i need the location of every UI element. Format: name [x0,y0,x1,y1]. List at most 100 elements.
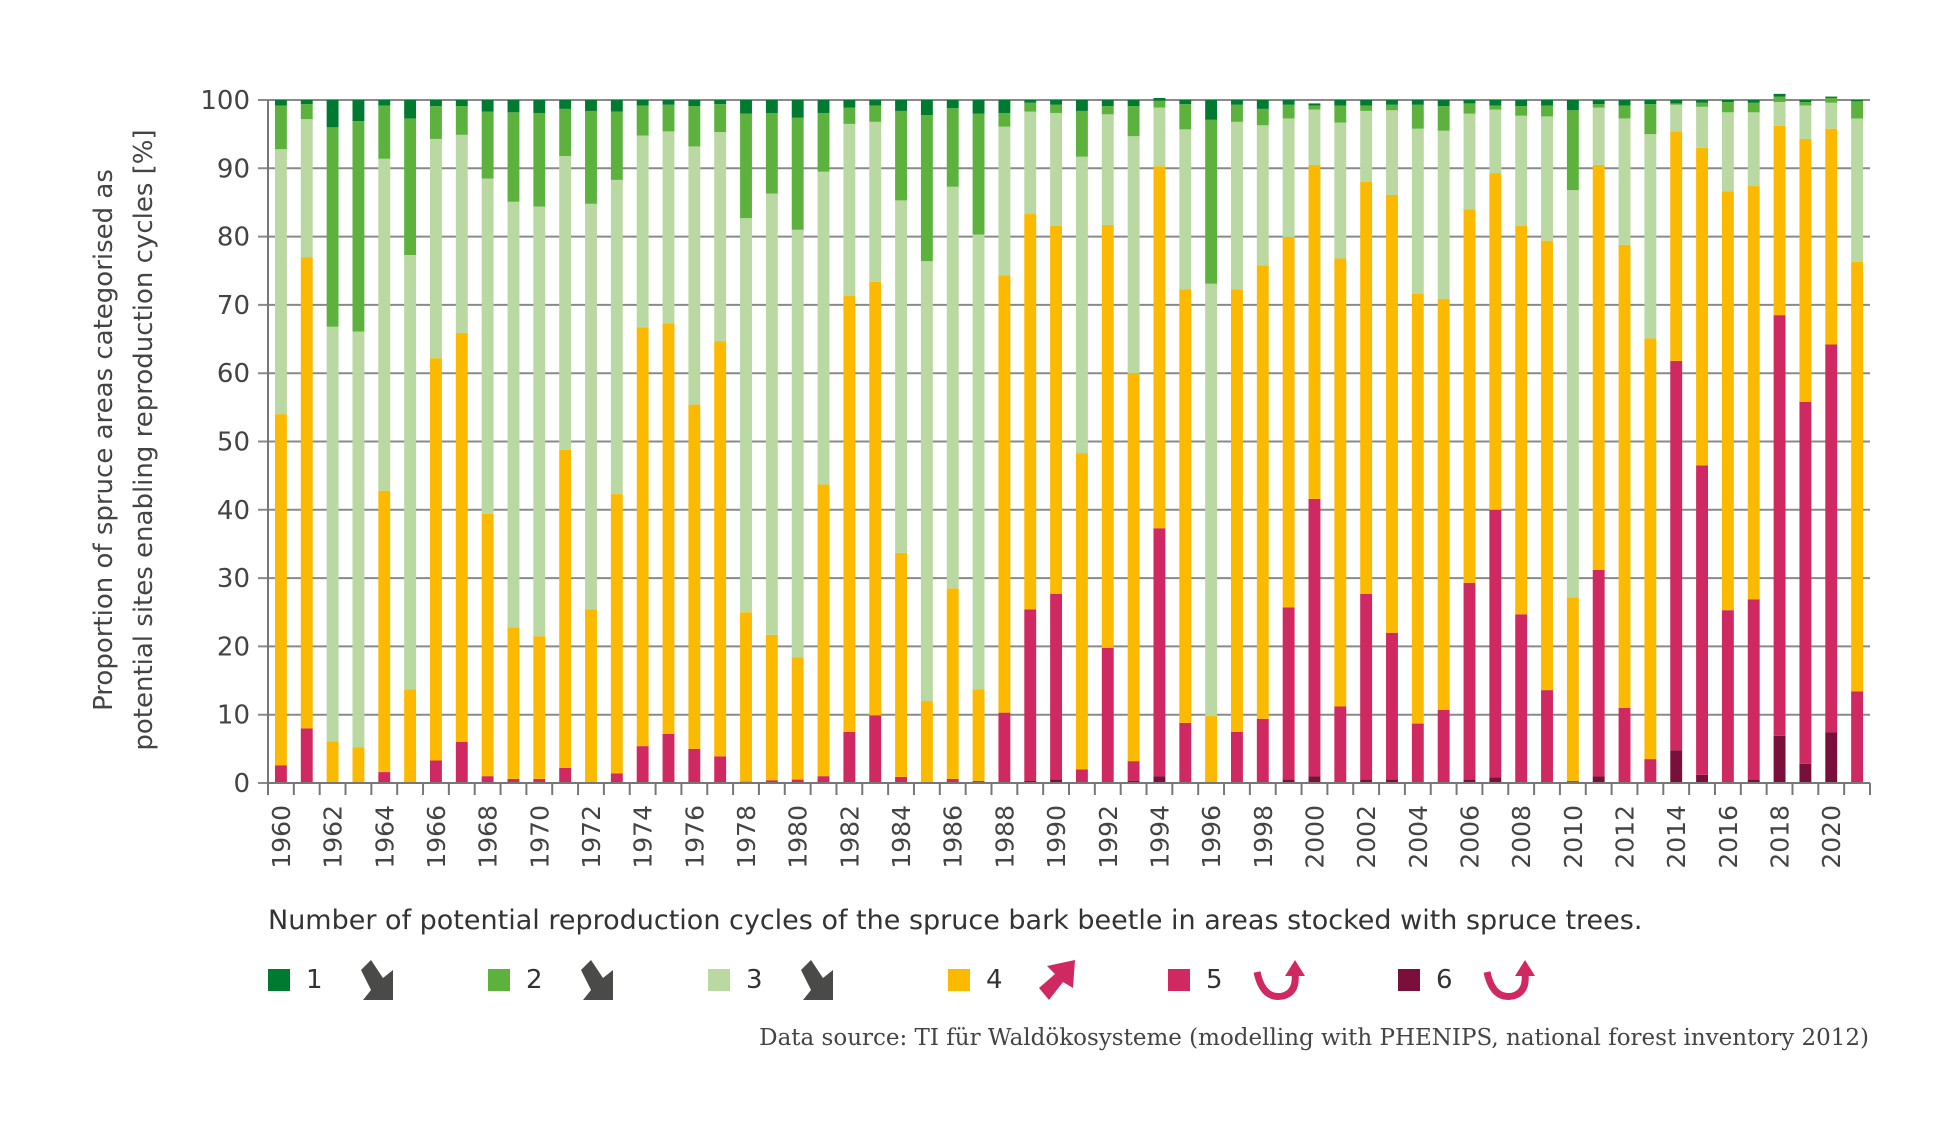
bar-segment-1984-class-2 [895,110,907,201]
bar-segment-1980-class-1 [791,100,804,118]
bar-segment-2008-class-5 [1515,614,1528,783]
bar-segment-2007-class-4 [1489,173,1502,510]
bar-segment-1974-class-4 [636,327,649,747]
bar-segment-1983-class-1 [869,100,882,106]
x-tick-label: 1994 [1145,805,1174,869]
y-tick-label: 80 [217,223,250,253]
bar-segment-2019-class-5 [1799,401,1812,764]
bar-segment-2007-class-6 [1489,777,1502,783]
bar-segment-1974-class-5 [636,746,649,783]
bar-segment-1988-class-2 [998,112,1011,127]
legend-swatch [1398,969,1420,991]
bar-segment-2002-class-6 [1360,779,1373,783]
bar-segment-1992-class-2 [1101,106,1114,115]
y-axis-label-line2: potential sites enabling reproduction cy… [129,129,159,750]
bar-segment-1967-class-2 [455,106,468,135]
bar-segment-2011-class-4 [1592,164,1605,570]
bar-segment-2004-class-2 [1411,104,1424,129]
bar-segment-2010-class-4 [1566,597,1579,781]
bar-segment-2004-class-1 [1411,100,1424,105]
x-tick-label: 2000 [1300,805,1329,869]
x-tick-label: 2020 [1817,805,1846,869]
arrow-up-right-icon [1038,960,1075,1000]
bar-segment-1989-class-1 [1024,100,1037,103]
bar-segment-2002-class-2 [1360,105,1373,111]
bar-segment-1979-class-2 [765,112,778,194]
bar-segment-1978-class-2 [740,113,752,219]
bar-segment-1966-class-1 [430,100,442,107]
bar-segment-1998-class-4 [1256,265,1269,719]
legend-label: 4 [986,965,1003,995]
bar-segment-2011-class-3 [1592,107,1605,165]
bar-segment-1991-class-5 [1075,769,1088,783]
y-axis-label-line1: Proportion of spruce areas categorised a… [89,169,119,711]
bar-segment-2019-class-6 [1799,763,1812,783]
bar-segment-2003-class-5 [1386,632,1398,780]
bar-segment-1987-class-1 [972,100,985,114]
bar-segment-1986-class-4 [946,588,959,779]
bar-segment-1990-class-5 [1050,593,1063,780]
bar-segment-1965-class-4 [404,689,417,783]
axes [267,100,1871,795]
bar-segment-1981-class-3 [817,171,830,485]
bar-segment-1975-class-2 [662,104,675,132]
bar-segment-1985-class-4 [920,701,933,783]
bar-segment-1988-class-5 [998,712,1011,783]
bar-segment-2007-class-5 [1489,509,1502,778]
x-tick-label: 2006 [1456,805,1485,869]
bar-segment-1990-class-3 [1050,112,1063,226]
x-tick-label: 1982 [835,805,864,869]
bar-segment-1981-class-2 [817,112,830,172]
bar-segment-2016-class-2 [1721,102,1734,113]
bar-segment-2010-class-3 [1566,190,1579,598]
legend-swatch [488,969,510,991]
bar-segment-2006-class-6 [1463,779,1476,783]
bar-segment-1991-class-2 [1075,110,1088,157]
bar-segment-1993-class-4 [1127,373,1140,762]
bar-segment-2005-class-1 [1437,100,1450,107]
bar-segment-1976-class-3 [688,146,701,405]
bar-segment-2009-class-2 [1541,105,1553,117]
y-tick-label: 30 [217,564,250,594]
legend-label: 3 [746,965,763,995]
bar-segment-1965-class-1 [404,100,417,119]
bar-segment-1997-class-4 [1231,289,1243,732]
bar-segment-2000-class-2 [1308,105,1321,110]
x-tick-label: 1974 [629,805,658,869]
bar-segment-1978-class-4 [740,612,752,782]
bar-segment-1960-class-4 [274,414,287,766]
bar-segment-2004-class-5 [1411,723,1424,783]
bar-segment-1971-class-3 [559,156,572,450]
bar-segment-2005-class-2 [1437,106,1450,131]
bar-segment-1988-class-1 [998,100,1011,113]
bar-segment-2008-class-3 [1515,115,1528,226]
bar-segment-1986-class-5 [946,778,959,783]
bar-segment-1975-class-3 [662,131,675,324]
bar-segment-1968-class-2 [481,111,494,179]
legend-swatch [1168,969,1190,991]
bar-segment-2017-class-4 [1747,186,1760,600]
bar-segment-1997-class-3 [1231,121,1243,290]
bar-segment-1976-class-4 [688,404,701,749]
x-tick-label: 2008 [1507,805,1536,869]
bar-segment-1963-class-3 [352,331,365,748]
bar-segment-1975-class-5 [662,733,675,783]
bar-segment-2013-class-3 [1644,134,1657,339]
bar-segment-1977-class-5 [714,756,727,783]
bar-segment-1999-class-4 [1282,237,1295,608]
y-tick-label: 0 [233,769,250,799]
bar-segment-1979-class-3 [765,193,778,635]
bar-segment-1992-class-3 [1101,114,1114,225]
bar-segment-1993-class-6 [1127,780,1140,783]
curved-arrow-up-icon [1253,960,1305,1000]
bar-segment-1998-class-3 [1256,125,1269,266]
bar-segment-1971-class-5 [559,767,572,783]
x-tick-label: 1988 [990,805,1019,869]
bar-segment-2006-class-1 [1463,100,1476,104]
bar-segment-2009-class-1 [1541,100,1553,106]
bar-segment-1971-class-2 [559,108,572,157]
x-tick-label: 1996 [1197,805,1226,869]
bar-segment-1982-class-4 [843,296,856,732]
bar-segment-2003-class-2 [1386,104,1398,111]
bar-segment-1961-class-1 [300,100,313,105]
